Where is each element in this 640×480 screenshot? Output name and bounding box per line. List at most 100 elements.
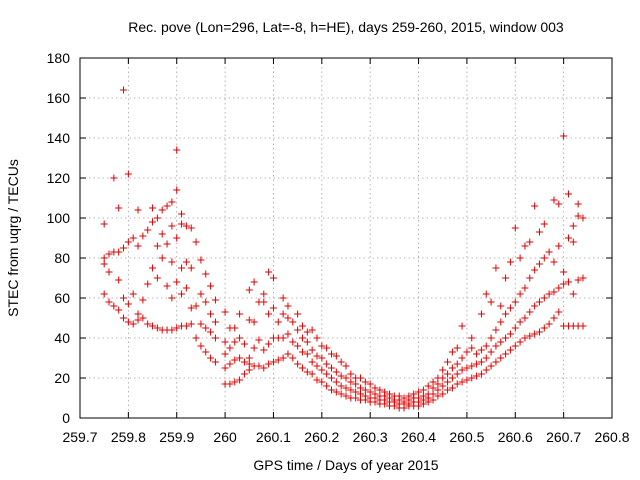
data-point [202, 324, 210, 332]
data-point [497, 338, 505, 346]
y-tick-labels: 0 20 40 60 80 100 120 140 160 180 [47, 50, 71, 426]
data-point [521, 242, 529, 250]
data-point [579, 274, 587, 282]
data-point [313, 352, 321, 360]
data-point [564, 278, 572, 286]
data-point [221, 364, 229, 372]
data-point [260, 364, 268, 372]
data-point [535, 298, 543, 306]
data-point [366, 380, 374, 388]
data-point [207, 310, 215, 318]
data-point [429, 378, 437, 386]
data-point [337, 358, 345, 366]
data-point [429, 396, 437, 404]
data-point [279, 310, 287, 318]
x-tick-label: 260.4 [401, 429, 436, 445]
data-point [453, 380, 461, 388]
data-point [502, 310, 510, 318]
data-point [269, 274, 277, 282]
data-point [245, 354, 253, 362]
x-tick-label: 260.1 [256, 429, 291, 445]
data-point [308, 370, 316, 378]
data-point [313, 376, 321, 384]
data-point [245, 366, 253, 374]
data-point [260, 298, 268, 306]
data-point [477, 346, 485, 354]
data-point [318, 354, 326, 362]
data-point [453, 360, 461, 368]
data-point [240, 340, 248, 348]
data-point [236, 354, 244, 362]
data-point [560, 280, 568, 288]
data-point [352, 380, 360, 388]
data-point [182, 322, 190, 330]
y-tick-label: 0 [62, 410, 70, 426]
data-point [139, 232, 147, 240]
data-point [487, 334, 495, 342]
data-point [468, 344, 476, 352]
data-point [434, 386, 442, 394]
data-point [269, 304, 277, 312]
data-point [202, 298, 210, 306]
data-point [192, 238, 200, 246]
data-point [240, 370, 248, 378]
data-point [526, 308, 534, 316]
data-point [303, 368, 311, 376]
data-point [192, 302, 200, 310]
data-point [526, 238, 534, 246]
data-point [245, 360, 253, 368]
data-point [555, 242, 563, 250]
data-point [429, 390, 437, 398]
data-point [226, 360, 234, 368]
data-point [352, 388, 360, 396]
data-point [298, 322, 306, 330]
data-point [245, 316, 253, 324]
data-point [168, 222, 176, 230]
x-tick-label: 260.6 [498, 429, 533, 445]
data-point [540, 254, 548, 262]
data-point [482, 366, 490, 374]
data-point [535, 228, 543, 236]
y-tick-label: 140 [47, 130, 71, 146]
data-point [173, 324, 181, 332]
data-point [163, 240, 171, 248]
data-point [506, 304, 514, 312]
y-tick-label: 120 [47, 170, 71, 186]
data-point [357, 374, 365, 382]
data-point [308, 358, 316, 366]
data-point [327, 386, 335, 394]
data-point [506, 258, 514, 266]
data-point [540, 294, 548, 302]
data-point [342, 392, 350, 400]
data-point [250, 318, 258, 326]
data-point [439, 374, 447, 382]
data-point [236, 334, 244, 342]
data-point [289, 338, 297, 346]
data-point [298, 364, 306, 372]
data-point [477, 370, 485, 378]
data-point [444, 358, 452, 366]
data-point [129, 320, 137, 328]
data-point [265, 360, 273, 368]
data-point [100, 260, 108, 268]
data-point [187, 320, 195, 328]
data-point [482, 342, 490, 350]
data-point [579, 214, 587, 222]
data-point [535, 328, 543, 336]
data-point [182, 284, 190, 292]
data-point [357, 390, 365, 398]
data-point [250, 278, 258, 286]
data-point [337, 372, 345, 380]
x-tick-labels: 259.7 259.8 259.9 260 260.1 260.2 260.3 260.4 26… [62, 429, 629, 445]
data-point [492, 264, 500, 272]
data-point [211, 296, 219, 304]
data-point [105, 250, 113, 258]
data-point [149, 204, 157, 212]
data-point [424, 382, 432, 390]
data-point [448, 364, 456, 372]
data-point [221, 308, 229, 316]
data-point [448, 348, 456, 356]
data-point [110, 174, 118, 182]
data-point [211, 358, 219, 366]
